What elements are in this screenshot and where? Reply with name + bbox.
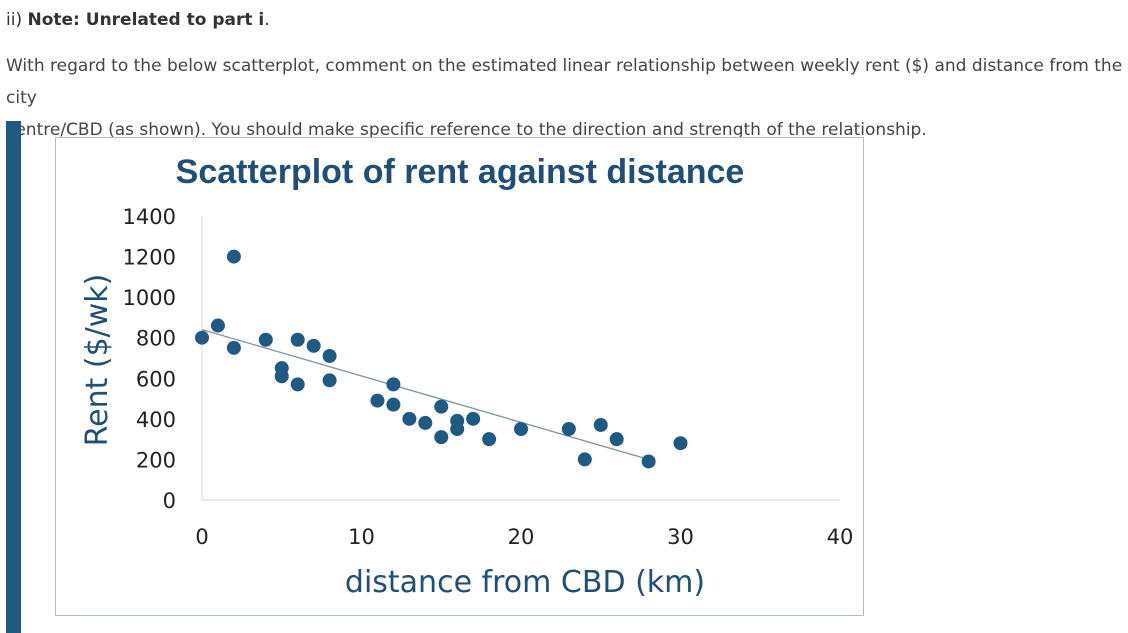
data-point [258,332,273,347]
data-point [322,373,337,388]
data-point [609,432,624,447]
data-point [290,332,305,347]
data-point [434,430,449,445]
y-tick-label: 1000 [123,286,176,310]
x-tick-label: 40 [827,525,854,549]
chart-frame [55,137,864,616]
question-line-2: centre/CBD (as shown). You should make s… [6,120,927,140]
x-tick-label: 10 [348,525,375,549]
data-point [226,340,241,355]
data-point [226,249,241,264]
data-point [210,318,225,333]
y-tick-label: 1200 [123,246,176,270]
question-label: ii) Note: Unrelated to part i. [6,10,270,30]
question-note: Note: Unrelated to part i [27,10,265,30]
question-suffix: . [264,10,270,30]
data-point [514,422,528,436]
y-tick-label: 1400 [123,205,176,229]
y-tick-label: 800 [136,327,176,351]
data-point [274,369,289,384]
data-point [386,397,401,412]
data-point [418,415,433,430]
x-tick-label: 20 [508,525,535,549]
data-point [561,422,576,436]
y-tick-label: 200 [136,448,176,472]
data-point [450,422,465,436]
data-point [306,338,321,353]
x-tick-label: 0 [195,525,208,549]
data-point [466,411,481,426]
y-tick-label: 400 [136,408,176,432]
data-point [593,417,608,432]
question-line-1: With regard to the below scatterplot, co… [6,56,1123,108]
accent-side-bar [6,121,21,633]
x-axis-label: distance from CBD (km) [345,565,705,600]
y-tick-label: 0 [163,489,176,513]
data-point [195,330,209,345]
data-point [322,348,337,363]
data-point [434,399,449,414]
data-point [641,454,656,469]
trend-line [201,328,649,461]
question-text: With regard to the below scatterplot, co… [6,50,1126,146]
y-axis-label: Rent ($/wk) [80,274,115,447]
y-tick-label: 600 [136,367,176,391]
question-prefix: ii) [6,10,28,30]
data-point [482,432,497,447]
data-point [290,377,305,392]
chart-title: Scatterplot of rent against distance [176,153,745,191]
data-point [577,452,592,467]
x-tick-label: 30 [667,525,694,549]
data-point [386,377,401,392]
data-point [370,393,385,408]
data-point [673,436,688,451]
data-point [402,411,417,426]
